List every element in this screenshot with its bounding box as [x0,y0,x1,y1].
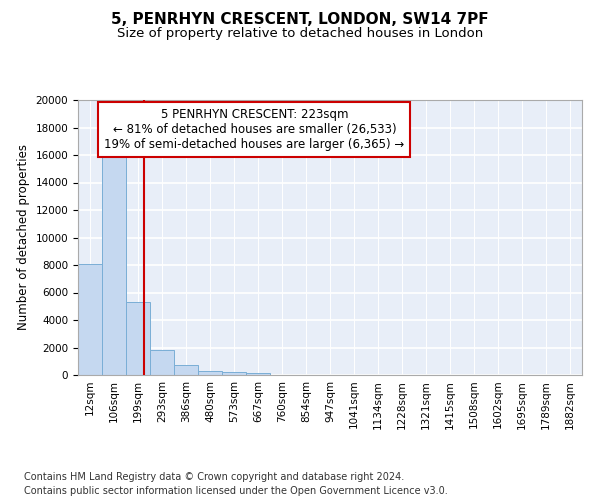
Bar [78,264,102,375]
Text: Contains public sector information licensed under the Open Government Licence v3: Contains public sector information licen… [24,486,448,496]
Text: 5 PENRHYN CRESCENT: 223sqm
← 81% of detached houses are smaller (26,533)
19% of : 5 PENRHYN CRESCENT: 223sqm ← 81% of deta… [104,108,404,151]
Bar [174,366,198,375]
Bar [126,302,150,375]
Bar [150,350,174,375]
Text: 5, PENRHYN CRESCENT, LONDON, SW14 7PF: 5, PENRHYN CRESCENT, LONDON, SW14 7PF [111,12,489,28]
Bar [246,373,270,375]
Bar [102,147,126,375]
Y-axis label: Number of detached properties: Number of detached properties [17,144,30,330]
Text: Contains HM Land Registry data © Crown copyright and database right 2024.: Contains HM Land Registry data © Crown c… [24,472,404,482]
Text: Size of property relative to detached houses in London: Size of property relative to detached ho… [117,28,483,40]
Bar [222,372,246,375]
Bar [198,371,222,375]
